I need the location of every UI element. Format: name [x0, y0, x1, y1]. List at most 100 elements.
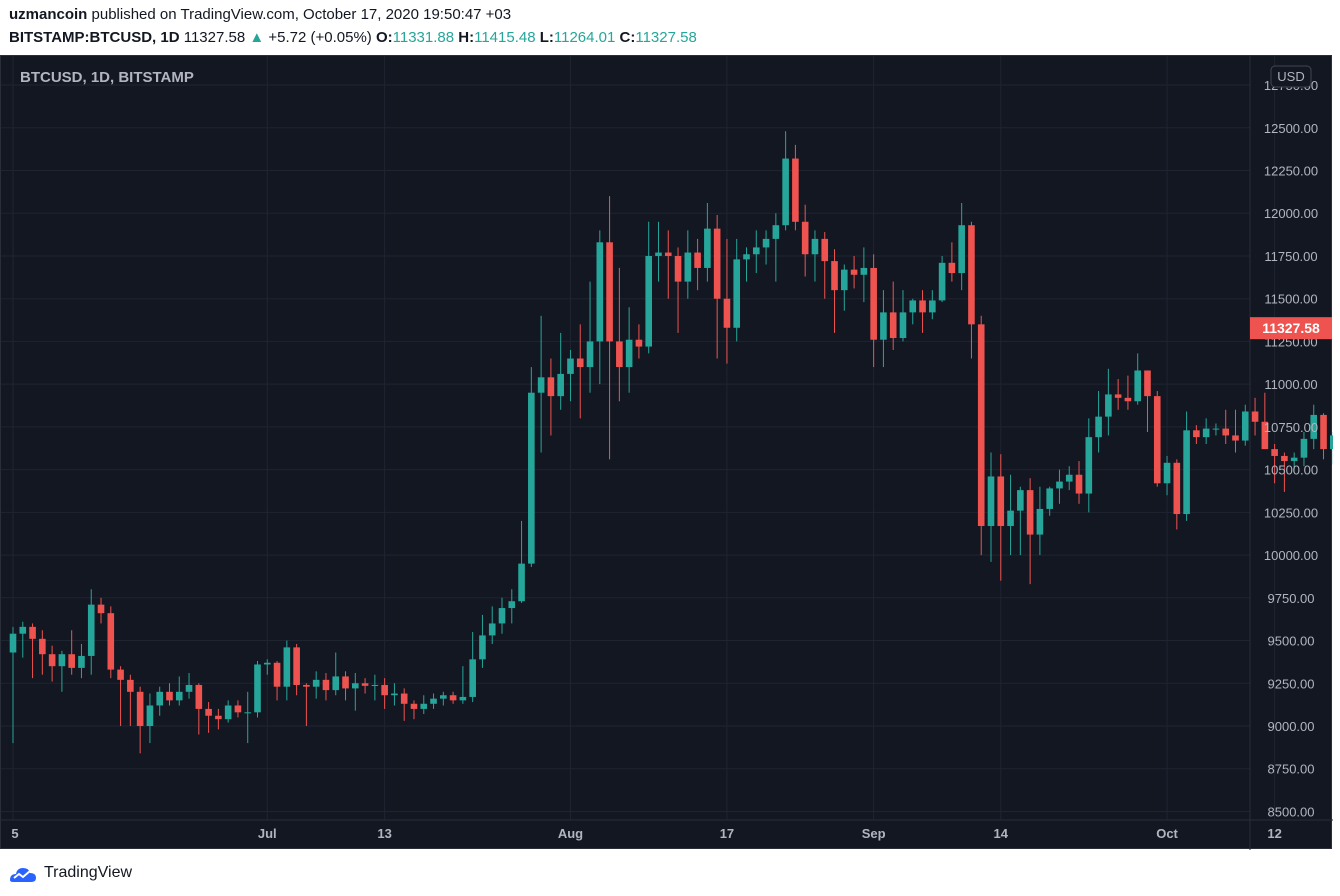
grid: [1, 56, 1276, 820]
candle: [78, 643, 85, 679]
candle-body: [312, 679, 320, 687]
candle-body: [1085, 437, 1093, 494]
candle-body: [244, 712, 252, 714]
candle: [606, 196, 613, 460]
candle-body: [557, 373, 564, 397]
candle-body: [488, 623, 496, 636]
candle: [880, 290, 887, 368]
candle: [29, 623, 36, 679]
candle: [400, 688, 408, 721]
candle: [205, 702, 212, 733]
candle-body: [1046, 488, 1053, 509]
chart-panel[interactable]: 8500.00 8750.00 9000.00 9250.00 9500.00 9750.…: [0, 55, 1333, 850]
candle-body: [997, 476, 1005, 527]
candle-body: [303, 684, 310, 687]
candle-body: [1163, 462, 1171, 484]
candle-body: [606, 242, 613, 342]
candle: [9, 626, 17, 744]
candle-body: [87, 604, 95, 656]
tradingview-logo-icon[interactable]: [8, 862, 38, 884]
candle-body: [889, 312, 897, 339]
candle: [420, 695, 428, 715]
candle-body: [625, 339, 633, 368]
candle: [263, 659, 271, 675]
candle: [1017, 486, 1024, 556]
candle-body: [9, 633, 17, 653]
candle: [821, 232, 829, 299]
candle-body: [185, 684, 193, 692]
candle-body: [635, 339, 643, 347]
candle-body: [664, 252, 672, 256]
open-label: O:: [375, 29, 393, 46]
candle: [596, 230, 604, 385]
candle: [1310, 404, 1318, 450]
candle-body: [39, 638, 46, 655]
candle-body: [880, 312, 887, 340]
candle: [684, 230, 692, 299]
candle: [224, 700, 232, 723]
candle-body: [391, 693, 398, 696]
candle: [283, 640, 291, 701]
candle-body: [723, 298, 731, 328]
candle: [811, 230, 819, 282]
candle: [1114, 379, 1122, 410]
candle-body: [215, 715, 222, 720]
candle-body: [1281, 455, 1288, 462]
candle: [234, 700, 242, 718]
candlestick-chart[interactable]: 8500.00 8750.00 9000.00 9250.00 9500.00 9750.…: [1, 56, 1333, 850]
candle-body: [479, 635, 486, 660]
candle-body: [547, 377, 555, 397]
candle: [1290, 452, 1298, 470]
x-tick-label: Aug: [558, 826, 583, 841]
candle-body: [371, 684, 379, 686]
candle-body: [850, 269, 858, 275]
time-axis[interactable]: 5 Jul 13 Aug 17 Sep 14 Oct 12: [11, 826, 1281, 841]
candle: [1163, 455, 1171, 496]
candle: [645, 221, 652, 354]
candle-body: [528, 392, 535, 564]
candle: [889, 281, 897, 350]
candle: [997, 454, 1005, 581]
candle: [1056, 469, 1063, 504]
y-tick-label: 11500.00: [1264, 292, 1317, 307]
y-tick-label: 8500.00: [1268, 804, 1315, 819]
candle: [1046, 486, 1053, 516]
candle-body: [1173, 462, 1181, 515]
candle-body: [684, 252, 692, 282]
candle: [870, 254, 877, 368]
candle: [1330, 432, 1333, 465]
candle-body: [821, 238, 829, 262]
candle-body: [1290, 457, 1298, 462]
candle: [244, 691, 252, 744]
candle-body: [430, 698, 437, 704]
candle-body: [459, 696, 467, 701]
y-tick-label: 9250.00: [1268, 676, 1315, 691]
candle: [664, 230, 672, 299]
candle: [488, 606, 496, 644]
candle: [586, 281, 594, 393]
footer: TradingView: [8, 860, 132, 886]
candle-body: [127, 679, 134, 692]
candle-body: [263, 662, 271, 665]
x-tick-label: 17: [720, 826, 734, 841]
candle: [342, 671, 349, 701]
brand-name[interactable]: TradingView: [44, 864, 133, 881]
author-name[interactable]: uzmancoin: [9, 6, 88, 23]
candle: [127, 674, 134, 726]
candle: [68, 630, 75, 675]
candle-body: [117, 669, 124, 680]
price-axis[interactable]: 8500.00 8750.00 9000.00 9250.00 9500.00 9750.…: [1264, 78, 1318, 819]
candle-body: [19, 626, 27, 634]
candle-body: [1212, 428, 1220, 430]
candle-body: [1105, 394, 1112, 417]
currency-button[interactable]: USD: [1270, 65, 1312, 88]
candle-body: [1036, 508, 1044, 535]
candle: [625, 307, 633, 393]
candle: [1232, 409, 1239, 453]
x-tick-label: Jul: [258, 826, 277, 841]
candle-body: [381, 684, 388, 696]
candle: [440, 691, 447, 706]
candle-body: [1241, 411, 1249, 441]
candle: [117, 666, 124, 726]
candle: [576, 324, 584, 419]
